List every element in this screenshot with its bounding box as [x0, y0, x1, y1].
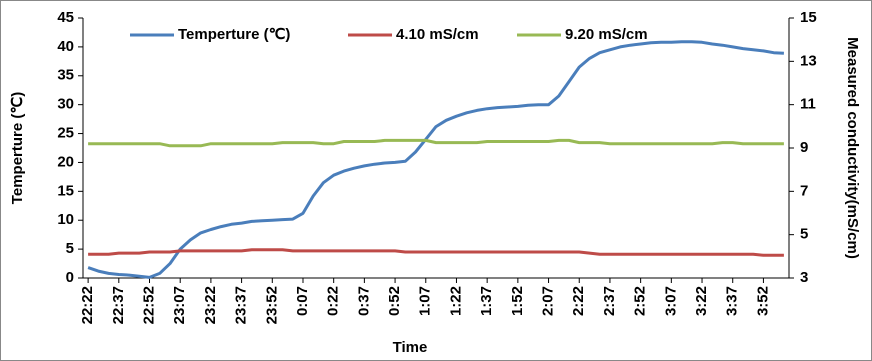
- x-tick-label: 1:22: [447, 286, 464, 316]
- x-tick-label: 23:37: [233, 286, 250, 324]
- y-tick-label: 25: [57, 125, 74, 142]
- x-tick-label: 23:07: [171, 286, 188, 324]
- x-tick-label: 23:22: [202, 286, 219, 324]
- x-tick-label: 2:52: [632, 286, 649, 316]
- legend-label: 4.10 mS/cm: [396, 26, 479, 43]
- legend-label: 9.20 mS/cm: [565, 26, 648, 43]
- x-tick-label: 3:07: [662, 286, 679, 316]
- x-tick-label: 0:52: [386, 286, 403, 316]
- x-tick-label: 3:37: [724, 286, 741, 316]
- y-tick-label: 45: [57, 9, 74, 26]
- x-tick-label: 22:37: [110, 286, 127, 324]
- x-tick-label: 1:07: [417, 286, 434, 316]
- x-tick-label: 23:52: [263, 286, 280, 324]
- y2-tick-label: 3: [800, 269, 808, 286]
- y2-tick-label: 11: [800, 96, 816, 113]
- series-line: [88, 138, 784, 148]
- x-tick-label: 0:07: [294, 286, 311, 316]
- x-tick-label: 22:52: [140, 286, 157, 324]
- x-tick-label: 2:22: [570, 286, 587, 316]
- y-tick-label: 20: [57, 153, 74, 170]
- y2-tick-label: 7: [800, 182, 808, 199]
- x-tick-label: 3:52: [754, 286, 771, 316]
- y-tick-label: 40: [57, 38, 74, 55]
- y2-axis-title: Measured conductivity(mS/cm): [844, 37, 861, 259]
- y-tick-label: 30: [57, 96, 74, 113]
- y-tick-label: 10: [57, 211, 74, 228]
- x-tick-label: 22:22: [79, 286, 96, 324]
- x-tick-label: 1:52: [509, 286, 526, 316]
- series-line: [87, 40, 784, 279]
- x-tick-label: 2:37: [601, 286, 618, 316]
- y-tick-label: 5: [66, 240, 74, 257]
- x-tick-label: 1:37: [478, 286, 495, 316]
- series-line: [88, 248, 784, 257]
- x-tick-label: 0:37: [355, 286, 372, 316]
- y-tick-label: 15: [57, 182, 74, 199]
- x-axis-title: Time: [393, 339, 428, 356]
- y2-tick-label: 15: [800, 9, 817, 26]
- x-tick-label: 3:22: [693, 286, 710, 316]
- y-axis-title: Temperture (℃): [9, 92, 26, 204]
- y2-tick-label: 13: [800, 52, 817, 69]
- x-tick-label: 0:22: [325, 286, 342, 316]
- y2-tick-label: 9: [800, 139, 808, 156]
- y-tick-label: 35: [57, 67, 74, 84]
- y2-tick-label: 5: [800, 226, 808, 243]
- legend-label: Temperture (℃): [178, 26, 290, 43]
- x-tick-label: 2:07: [540, 286, 557, 316]
- y-tick-label: 0: [66, 269, 74, 286]
